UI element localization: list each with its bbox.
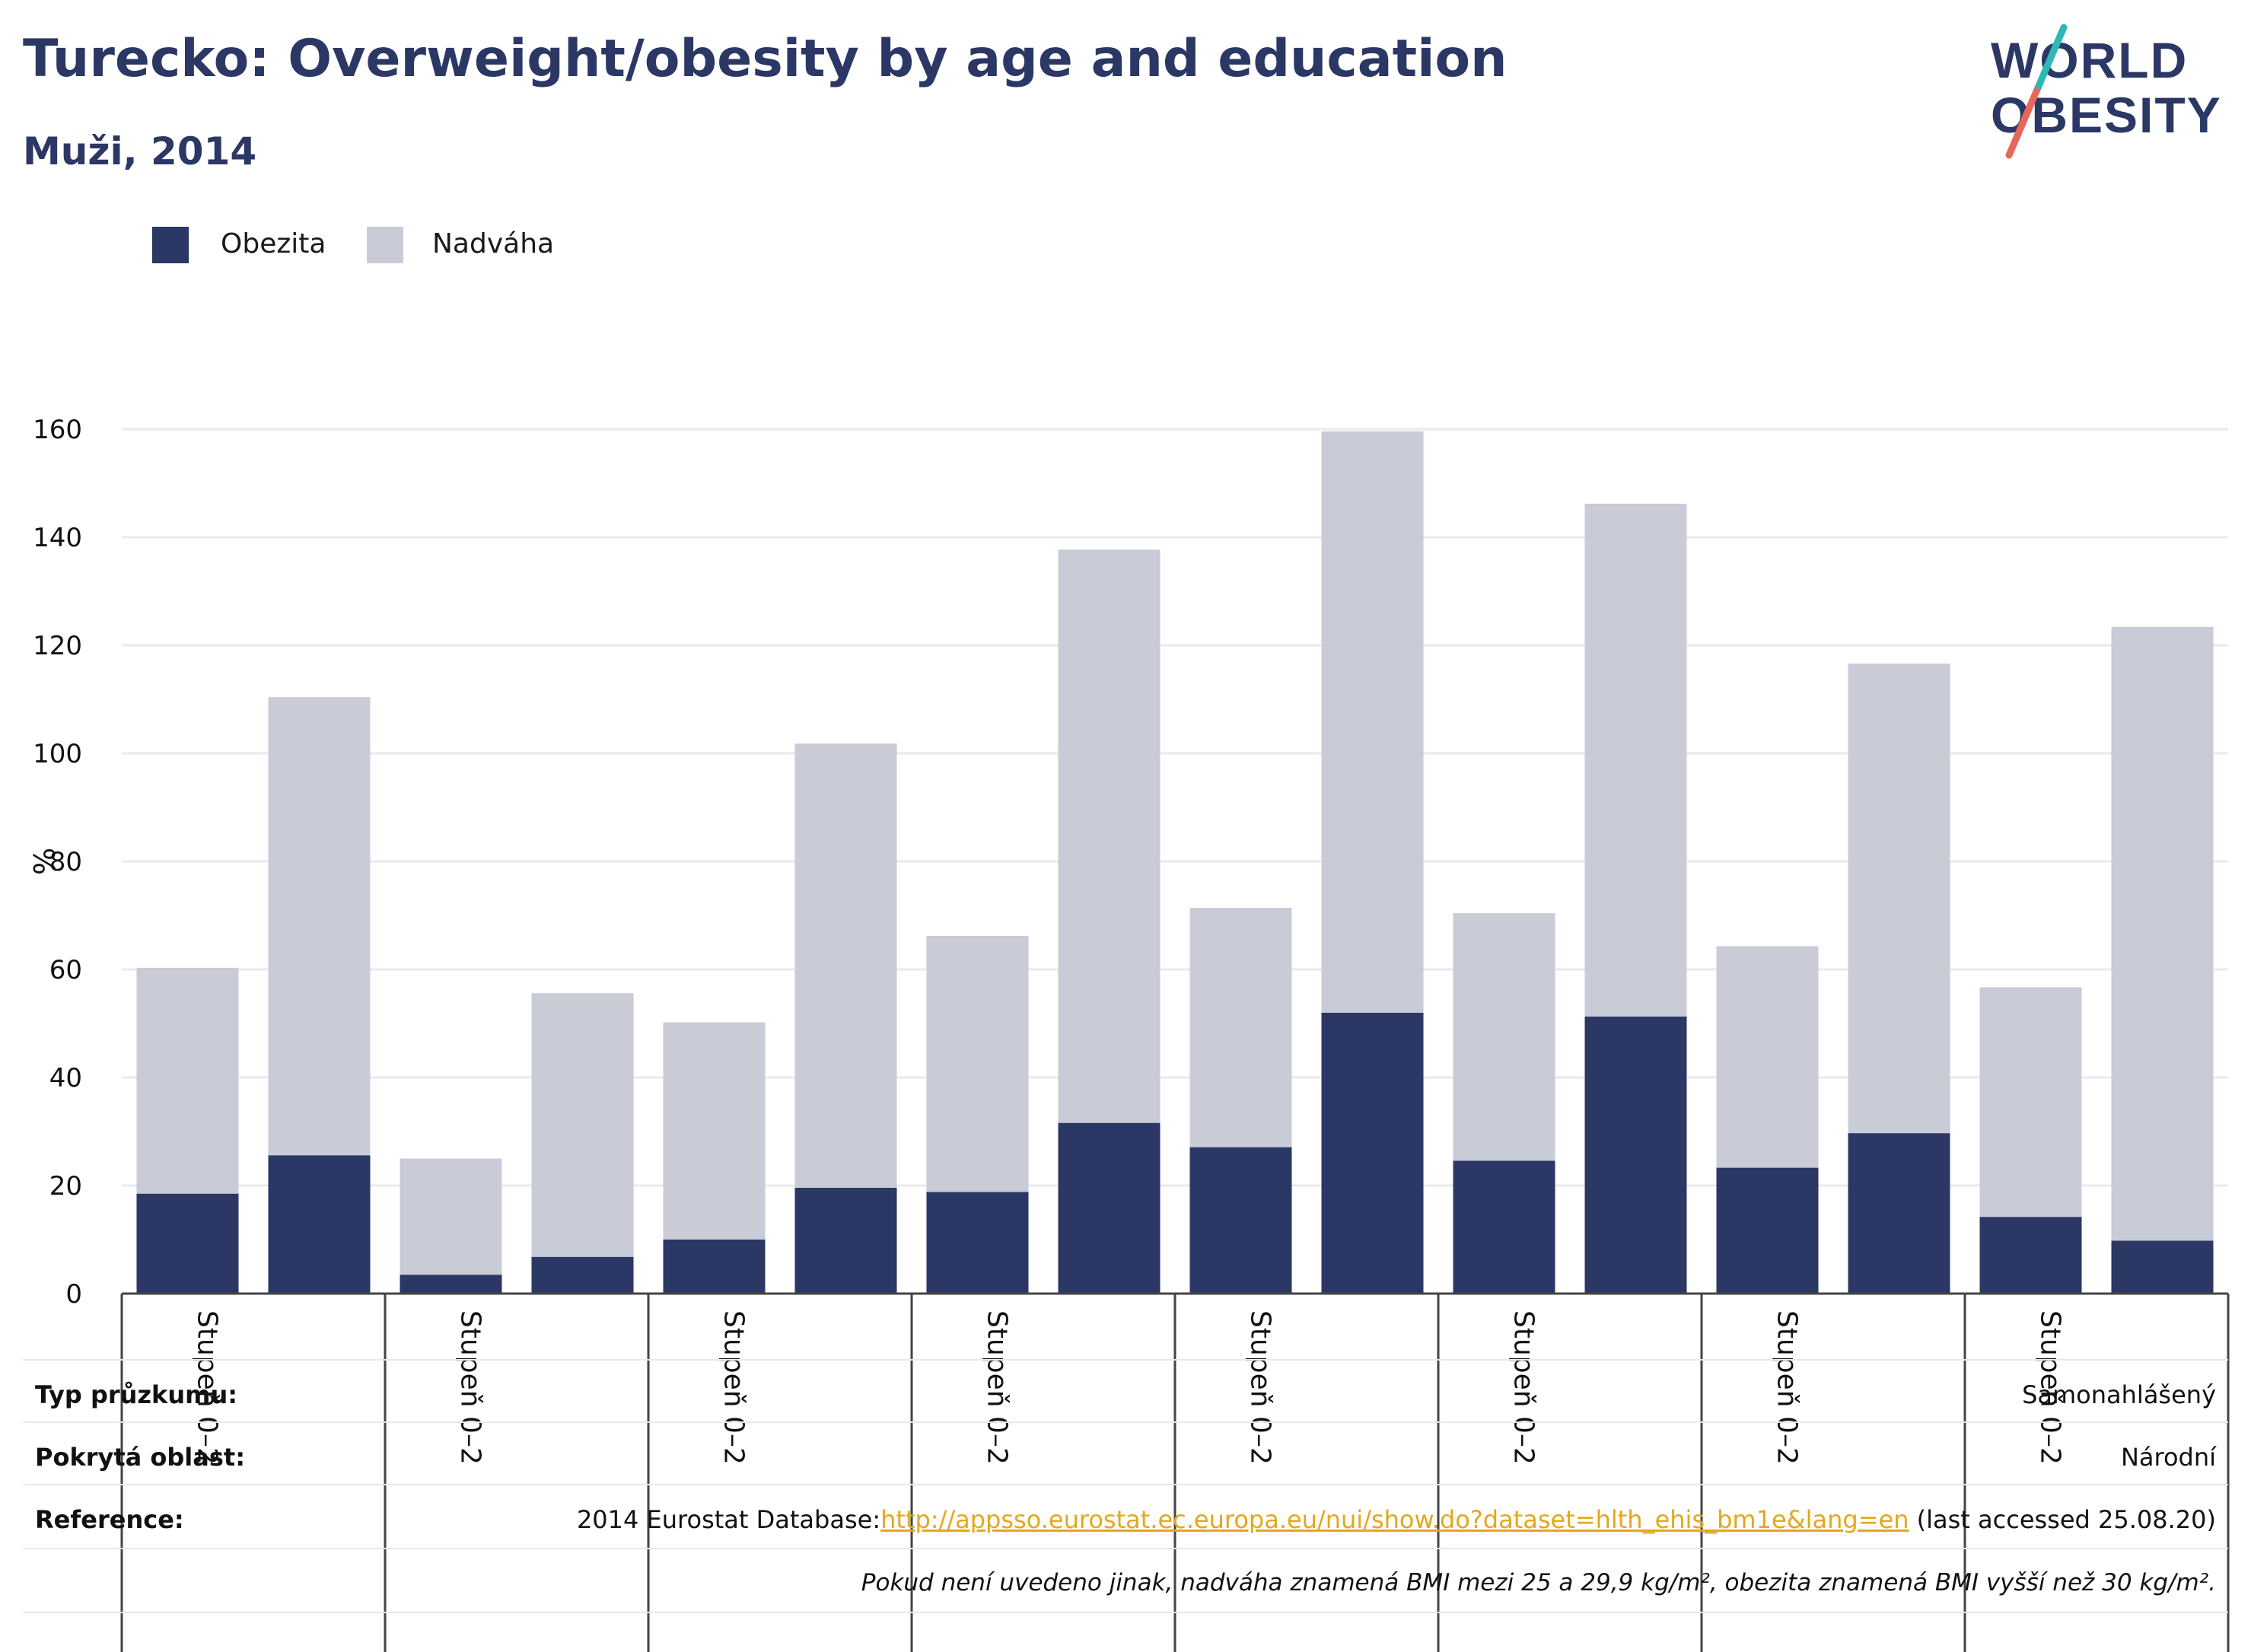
- info-divider: [23, 1612, 2228, 1613]
- x-group-label: Stupeň 0–2: [1508, 1310, 1539, 1465]
- y-tick-label: 20: [49, 1171, 82, 1202]
- bar-nadvaha: [1321, 431, 1424, 1013]
- info-row-coverage: Pokrytá oblast: Národní: [23, 1429, 2228, 1490]
- bar-nadvaha: [1058, 549, 1161, 1123]
- bar-nadvaha: [1453, 913, 1555, 1161]
- y-tick-label: 60: [49, 955, 82, 985]
- y-tick-label: 0: [65, 1279, 82, 1310]
- legend-swatch-obezita: [152, 227, 189, 263]
- bar-nadvaha: [1716, 946, 1819, 1168]
- bar-nadvaha: [400, 1158, 502, 1275]
- info-row-survey-type: Typ průzkumu: Samonahlášený: [23, 1367, 2228, 1428]
- bar-obezita: [1584, 1016, 1687, 1294]
- y-tick-label: 100: [33, 739, 82, 769]
- bmi-definition-note: Pokud není uvedeno jinak, nadváha znamen…: [861, 1569, 2216, 1596]
- info-divider: [23, 1421, 2228, 1423]
- bar-obezita: [663, 1240, 766, 1294]
- x-group-label: Stupeň 0–2: [718, 1310, 750, 1465]
- y-tick-label: 40: [49, 1063, 82, 1093]
- legend-label-obezita: Obezita: [221, 228, 326, 259]
- bar-obezita: [268, 1155, 371, 1294]
- reference-source: 2014 Eurostat Database:: [576, 1505, 881, 1534]
- info-label-coverage: Pokrytá oblast:: [35, 1443, 245, 1472]
- info-label-reference: Reference:: [35, 1505, 184, 1534]
- page-subtitle: Muži, 2014: [23, 129, 257, 173]
- bar-nadvaha: [136, 967, 239, 1194]
- info-row-reference: Reference: 2014 Eurostat Database:http:/…: [23, 1491, 2228, 1552]
- bar-nadvaha: [926, 935, 1029, 1192]
- x-group-label: Stupeň 0–2: [1772, 1310, 1803, 1465]
- bar-nadvaha: [531, 993, 634, 1257]
- y-tick-label: 120: [33, 631, 82, 661]
- bar-obezita: [136, 1193, 239, 1294]
- page-title: Turecko: Overweight/obesity by age and e…: [23, 29, 1508, 89]
- info-value-reference: 2014 Eurostat Database:http://appsso.eur…: [577, 1505, 2216, 1534]
- bar-nadvaha: [794, 743, 897, 1188]
- bar-obezita: [926, 1192, 1029, 1294]
- bar-obezita: [794, 1187, 897, 1294]
- y-axis-label: %: [28, 848, 62, 875]
- info-divider: [23, 1548, 2228, 1549]
- svg-text:WORLD: WORLD: [1991, 32, 2188, 88]
- info-value-survey-type: Samonahlášený: [2022, 1380, 2216, 1409]
- bar-nadvaha: [663, 1022, 766, 1240]
- world-obesity-logo: WORLD OBESITY: [1991, 24, 2221, 159]
- info-label-survey-type: Typ průzkumu:: [35, 1380, 238, 1409]
- bar-nadvaha: [1189, 908, 1292, 1147]
- bar-nadvaha: [1584, 503, 1687, 1017]
- info-divider: [23, 1484, 2228, 1485]
- bar-obezita: [1979, 1217, 2082, 1294]
- info-value-coverage: Národní: [2120, 1443, 2216, 1472]
- legend-label-nadvaha: Nadváha: [432, 228, 555, 259]
- bar-obezita: [1058, 1122, 1161, 1294]
- x-group-label: Stupeň 0–2: [455, 1310, 486, 1465]
- bar-obezita: [531, 1256, 634, 1294]
- bar-obezita: [400, 1275, 502, 1294]
- bar-nadvaha: [1979, 987, 2082, 1218]
- x-group-label: Stupeň 0–2: [982, 1310, 1013, 1465]
- bar-obezita: [1716, 1167, 1819, 1294]
- bar-obezita: [1453, 1160, 1555, 1294]
- reference-link[interactable]: http://appsso.eurostat.ec.europa.eu/nui/…: [880, 1505, 1909, 1534]
- reference-accessed: (last accessed 25.08.20): [1916, 1505, 2216, 1534]
- bar-obezita: [1848, 1133, 1950, 1294]
- legend-swatch-nadvaha: [367, 227, 403, 263]
- x-group-label: Stupeň 0–2: [192, 1310, 223, 1465]
- bar-nadvaha: [1848, 664, 1950, 1134]
- bar-nadvaha: [2111, 626, 2214, 1241]
- y-tick-label: 160: [33, 415, 82, 445]
- y-tick-label: 80: [49, 847, 82, 877]
- info-divider: [23, 1359, 2228, 1361]
- bar-obezita: [2111, 1240, 2214, 1294]
- x-group-label: Stupeň 0–2: [1245, 1310, 1276, 1465]
- x-group-label: Stupeň 0–2: [2035, 1310, 2066, 1465]
- bar-nadvaha: [268, 697, 371, 1156]
- y-tick-label: 140: [33, 523, 82, 553]
- bar-obezita: [1321, 1012, 1424, 1294]
- bar-obezita: [1189, 1147, 1292, 1294]
